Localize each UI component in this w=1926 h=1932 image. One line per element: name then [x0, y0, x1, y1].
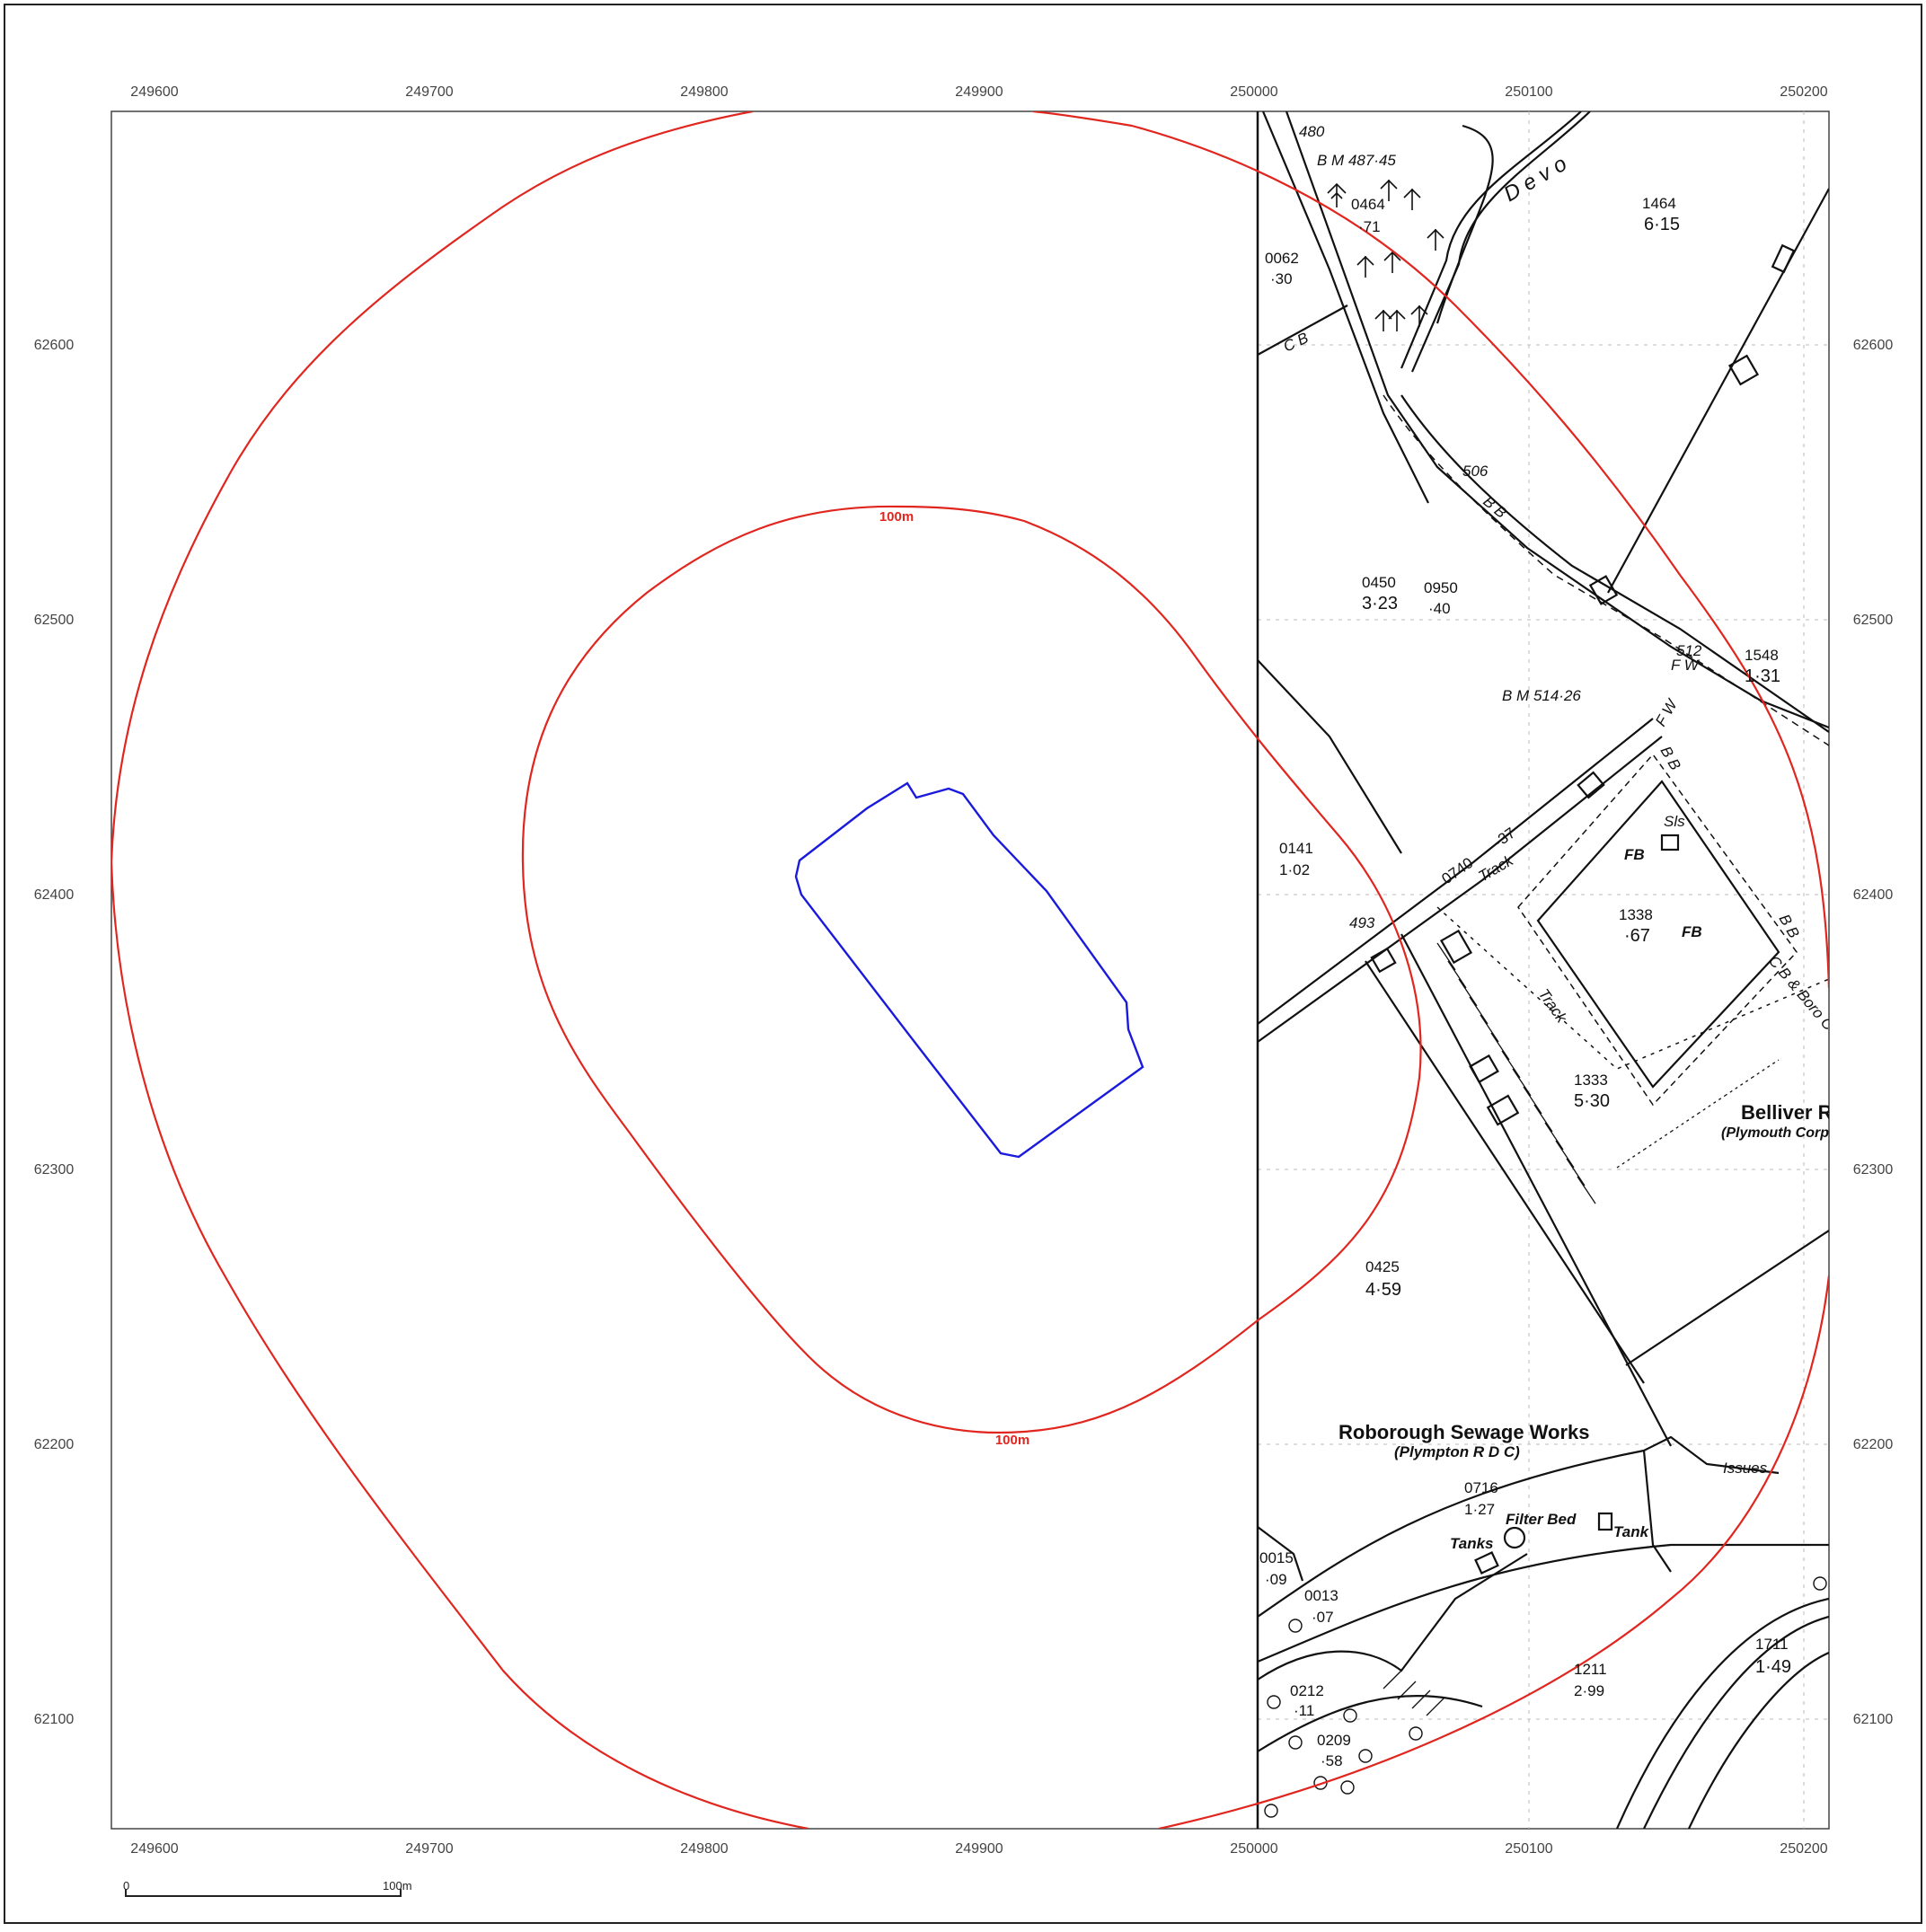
x-tick-label: 250200: [1780, 84, 1827, 100]
parcel-number: 0464: [1351, 196, 1385, 213]
parcel-number: 1548: [1745, 647, 1779, 664]
map-feature-label: Filter Bed: [1506, 1511, 1577, 1528]
boundary-code: F W: [1671, 657, 1701, 674]
buffer-inner-ring: [521, 505, 1422, 1434]
x-tick-label: 250100: [1505, 84, 1552, 100]
map-feature-label: FB: [1682, 923, 1702, 940]
map-place-label: Belliver R: [1741, 1101, 1833, 1124]
y-tick-label: 62100: [1853, 1712, 1894, 1727]
parcel-number: 0015: [1259, 1549, 1294, 1566]
scale-bar-start-label: 0: [123, 1879, 129, 1892]
parcel-area: 1·27: [1464, 1501, 1495, 1518]
map-feature-label: Sls: [1664, 813, 1685, 830]
parcel-area: 3·23: [1362, 594, 1398, 613]
y-tick-label: 62300: [1853, 1162, 1894, 1178]
parcel-area: 6·15: [1644, 215, 1680, 234]
y-tick-label: 62100: [34, 1712, 75, 1727]
parcel-area: ·30: [1270, 270, 1293, 287]
parcel-area: 5·30: [1574, 1091, 1610, 1111]
parcel-number: 1338: [1619, 906, 1653, 923]
parcel-area: ·09: [1265, 1571, 1287, 1588]
parcel-number: 0950: [1424, 579, 1458, 596]
site-boundary: [794, 781, 1144, 1159]
parcel-area: 2·99: [1574, 1682, 1604, 1699]
parcel-number: 0450: [1362, 574, 1396, 591]
parcel-number: 0716: [1464, 1479, 1498, 1496]
buffer-label-outer: 100m: [995, 1433, 1029, 1448]
spot-height: 512: [1676, 642, 1702, 659]
x-tick-label: 249800: [680, 1841, 728, 1857]
x-tick-label: 250100: [1505, 1841, 1552, 1857]
y-tick-label: 62600: [34, 338, 75, 353]
parcel-area: ·11: [1294, 1702, 1314, 1719]
map-feature-label: Tanks: [1450, 1535, 1494, 1552]
y-tick-label: 62200: [1853, 1437, 1894, 1452]
x-tick-label: 249900: [955, 1841, 1003, 1857]
x-tick-label: 250200: [1780, 1841, 1827, 1857]
parcel-number: 1464: [1642, 195, 1676, 212]
parcel-area: 1·02: [1279, 861, 1310, 878]
parcel-area: ·71: [1358, 218, 1381, 235]
map-place-label: (Plympton R D C): [1394, 1443, 1520, 1460]
y-tick-label: 62400: [34, 887, 75, 903]
spot-height: 493: [1349, 914, 1375, 931]
parcel-number: 0425: [1365, 1258, 1400, 1275]
parcel-area: 4·59: [1365, 1280, 1401, 1300]
parcel-number: 0013: [1304, 1587, 1338, 1604]
x-tick-label: 250000: [1230, 84, 1277, 100]
y-tick-label: 62300: [34, 1162, 75, 1178]
x-axis-bottom: 249600 249700 249800 249900 250000 25010…: [130, 1841, 1827, 1857]
y-tick-label: 62500: [34, 613, 75, 628]
parcel-area: ·07: [1312, 1609, 1334, 1626]
x-tick-label: 250000: [1230, 1841, 1277, 1857]
parcel-number: 0209: [1317, 1732, 1351, 1749]
parcel-number: 0062: [1265, 250, 1299, 267]
spot-height: 480: [1299, 123, 1325, 140]
x-tick-label: 249600: [130, 1841, 178, 1857]
map-place-label: (Plymouth Corp: [1721, 1125, 1829, 1141]
y-tick-label: 62600: [1853, 338, 1894, 353]
x-axis-top: 249600 249700 249800 249900 250000 25010…: [130, 84, 1827, 100]
y-tick-label: 62200: [34, 1437, 75, 1452]
benchmark-label: B M 487·45: [1317, 152, 1396, 169]
y-axis-right: 62600 62500 62400 62300 62200 62100: [1853, 338, 1894, 1727]
parcel-number: 1333: [1574, 1072, 1608, 1089]
parcel-area: 1·49: [1755, 1657, 1791, 1677]
os-base-map: [1256, 111, 1829, 1829]
map-feature-label: Issues: [1723, 1460, 1768, 1477]
y-tick-label: 62500: [1853, 613, 1894, 628]
parcel-number: 0212: [1290, 1682, 1324, 1699]
parcel-number: 0141: [1279, 840, 1313, 857]
x-tick-label: 249800: [680, 84, 728, 100]
parcel-area: 1·31: [1745, 666, 1780, 686]
scale-bar: 0 100m: [123, 1879, 412, 1897]
parcel-area: ·67: [1624, 926, 1650, 946]
x-tick-label: 249600: [130, 84, 178, 100]
y-tick-label: 62400: [1853, 887, 1894, 903]
y-axis-left: 62600 62500 62400 62300 62200 62100: [34, 338, 75, 1727]
parcel-number: 1211: [1574, 1661, 1607, 1678]
spot-height: 506: [1462, 463, 1489, 480]
buffer-label-inner: 100m: [879, 509, 914, 525]
x-tick-label: 249900: [955, 84, 1003, 100]
scale-bar-end-label: 100m: [383, 1879, 412, 1892]
parcel-number: 1711: [1755, 1636, 1789, 1653]
parcel-area: ·40: [1428, 600, 1451, 617]
x-tick-label: 249700: [405, 1841, 453, 1857]
x-tick-label: 249700: [405, 84, 453, 100]
map-place-label: Roborough Sewage Works: [1338, 1421, 1590, 1443]
parcel-area: ·58: [1321, 1752, 1343, 1769]
buffer-outer-ring: [111, 111, 1829, 1829]
map-feature-label: Tank: [1613, 1523, 1650, 1540]
benchmark-label: B M 514·26: [1502, 687, 1581, 704]
map-feature-label: FB: [1624, 846, 1645, 863]
